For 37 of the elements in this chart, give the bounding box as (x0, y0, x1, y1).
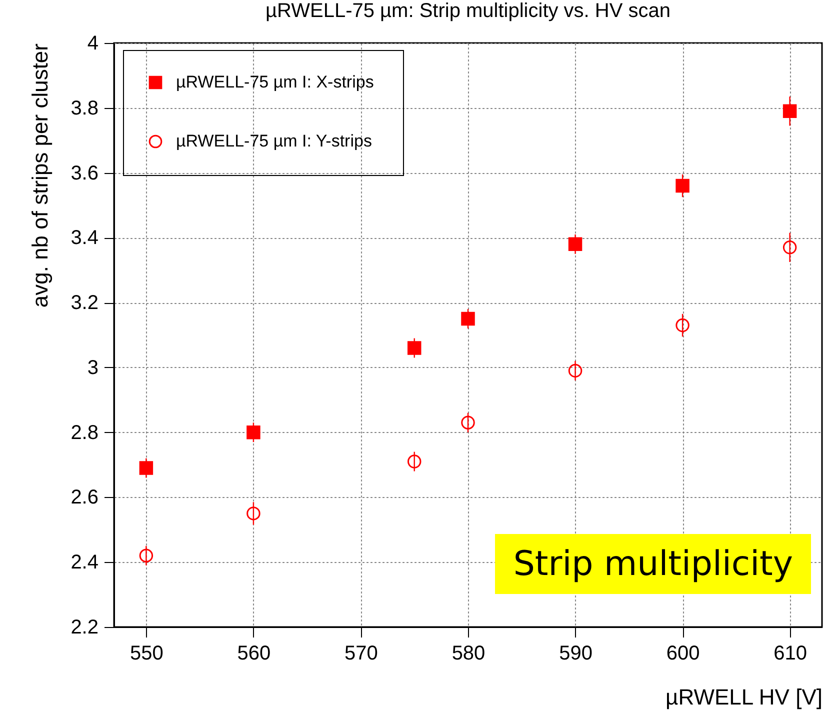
y-tick-label: 3.2 (70, 292, 98, 314)
point (461, 416, 475, 430)
point (676, 178, 690, 193)
point (246, 506, 260, 520)
y-tick-label: 3.4 (70, 227, 98, 250)
point (676, 318, 690, 332)
point (139, 548, 154, 562)
point (461, 312, 475, 326)
x-tick-label: 580 (452, 642, 486, 664)
y-tick-label: 2.8 (70, 422, 98, 444)
chart-title: µRWELL-75 µm: Strip multiplicity vs. HV scan (266, 0, 670, 22)
y-tick-label: 3.6 (70, 162, 98, 184)
x-tick-label: 550 (130, 642, 164, 664)
point (246, 425, 260, 440)
point (407, 341, 422, 355)
point (568, 364, 582, 378)
legend-label: µRWELL-75 µm I: X-strips (176, 72, 374, 92)
y-tick-label: 2.6 (70, 486, 98, 509)
point (782, 240, 797, 254)
x-tick-label: 610 (774, 642, 808, 664)
y-tick-label: 4 (87, 32, 98, 54)
point (782, 104, 797, 118)
y-tick-label: 2.2 (70, 616, 98, 638)
y-axis-title: avg. nb of strips per cluster (28, 44, 53, 308)
point (407, 454, 422, 468)
x-tick-label: 600 (666, 642, 700, 664)
y-tick-label: 3.8 (70, 97, 98, 120)
x-tick-label: 560 (237, 642, 271, 664)
point (568, 237, 582, 252)
y-tick-label: 2.4 (70, 552, 98, 574)
legend-label: µRWELL-75 µm I: Y-strips (176, 132, 372, 150)
x-tick-label: 570 (344, 642, 378, 664)
point (139, 461, 154, 475)
x-tick-label: 590 (559, 642, 592, 664)
x-axis-title: µRWELL HV [V] (666, 684, 822, 710)
annotation: Strip multiplicity (495, 534, 811, 594)
y-tick-label: 3 (87, 356, 98, 379)
